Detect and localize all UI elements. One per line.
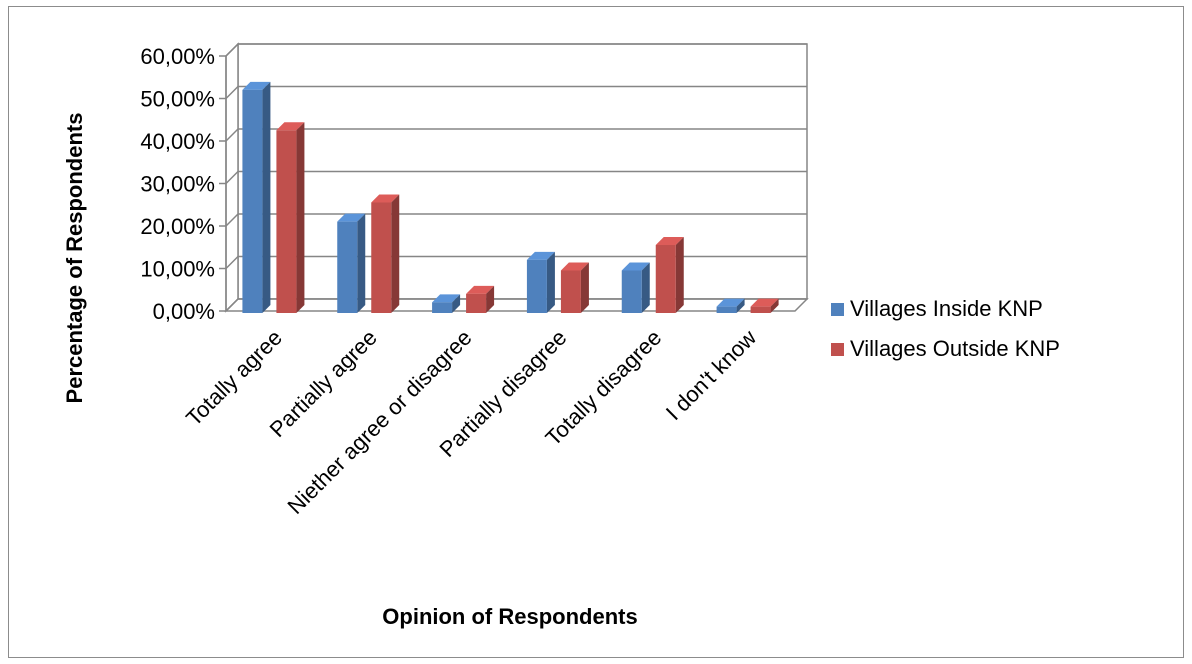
y-tick-label: 20,00%	[140, 214, 215, 239]
bar-top	[371, 194, 400, 203]
bar-front	[432, 302, 453, 313]
bars	[242, 81, 779, 313]
bar-side	[357, 213, 366, 313]
bar-top	[276, 122, 305, 131]
bar-front	[242, 89, 263, 313]
legend-swatch	[831, 303, 844, 316]
y-tick-label: 30,00%	[140, 172, 215, 197]
y-tick-label: 0,00%	[153, 299, 215, 324]
bar	[655, 237, 684, 313]
bar	[716, 298, 745, 313]
bar-front	[560, 270, 581, 313]
bar-side	[580, 262, 589, 313]
x-axis-title: Opinion of Respondents	[382, 604, 637, 629]
bar-side	[770, 298, 779, 313]
bar	[750, 298, 779, 313]
bar	[432, 294, 461, 313]
bar	[466, 285, 495, 313]
gridline-side	[225, 170, 239, 185]
y-axis-title: Percentage of Respondents	[62, 113, 87, 404]
bar-top	[526, 251, 555, 260]
bar-side	[736, 298, 745, 313]
gridline-side	[225, 255, 239, 270]
bar-side	[262, 81, 271, 313]
legend-swatch	[831, 343, 844, 356]
bar-front	[716, 306, 737, 313]
legend-label: Villages Inside KNP	[850, 296, 1043, 321]
bar-side	[296, 122, 305, 313]
bar-front	[337, 221, 358, 313]
x-tick-label: Totally agree	[181, 325, 287, 431]
bar-front	[371, 202, 392, 313]
bar-front	[466, 293, 487, 313]
y-tick-label: 50,00%	[140, 87, 215, 112]
y-tick-label: 40,00%	[140, 129, 215, 154]
gridlines	[225, 43, 807, 312]
bar-front	[276, 130, 297, 313]
chart-walls	[224, 42, 809, 313]
bar-side	[486, 285, 495, 313]
bar-front	[526, 259, 547, 313]
bar-front	[655, 245, 676, 313]
bar-front	[750, 306, 771, 313]
bar-top	[242, 81, 271, 90]
bar-side	[391, 194, 400, 313]
y-axis-ticks: 0,00% 10,00% 20,00% 30,00% 40,00% 50,00% 60,00…	[140, 44, 227, 324]
bar-top	[337, 213, 366, 222]
y-tick-label: 10,00%	[140, 257, 215, 282]
bar-side	[452, 294, 461, 313]
bar	[621, 262, 650, 313]
gridline-side	[225, 298, 239, 312]
y-tick-label: 60,00%	[140, 44, 215, 69]
bar	[242, 81, 271, 313]
x-tick-label: I don't know	[661, 325, 761, 425]
gridline-side	[225, 213, 239, 227]
bar-side	[675, 237, 684, 313]
bar-top	[432, 294, 461, 303]
bar-top	[621, 262, 650, 271]
bar-side	[546, 251, 555, 313]
bar-front	[621, 270, 642, 313]
bar-top	[560, 262, 589, 271]
legend: Villages Inside KNP Villages Outside KNP	[831, 296, 1060, 361]
bar-top	[716, 298, 745, 307]
bar-top	[466, 285, 495, 294]
gridline-side	[225, 128, 239, 142]
bar-side	[641, 262, 650, 313]
bar	[560, 262, 589, 313]
legend-label: Villages Outside KNP	[850, 336, 1060, 361]
gridline-side	[225, 85, 239, 100]
bar	[526, 251, 555, 313]
x-tick-label: Niether agree or disagree	[283, 325, 477, 519]
gridline-side	[225, 43, 239, 57]
bar-top	[655, 237, 684, 245]
bar	[337, 213, 366, 313]
bar	[276, 122, 305, 313]
bar-top	[750, 298, 779, 307]
bar	[371, 194, 400, 313]
